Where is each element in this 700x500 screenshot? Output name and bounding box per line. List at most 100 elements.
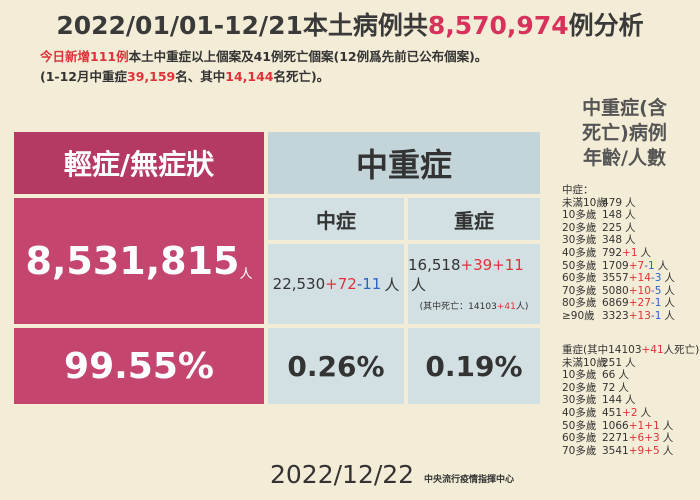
panel-title-line: 死亡)病例	[582, 122, 667, 144]
age-row: 80多歲 6869+27-1 人	[562, 297, 675, 310]
unit: 人	[640, 246, 652, 259]
count: 348	[602, 234, 623, 247]
unit: 人	[384, 275, 400, 294]
change: +5	[644, 444, 660, 457]
change: +1	[622, 246, 638, 259]
age-row: 70多歲 5080+10-5 人	[562, 285, 675, 298]
count: 3557	[602, 272, 629, 285]
change: +13	[628, 309, 651, 322]
count: 1709	[602, 259, 629, 272]
age: 10多歲	[562, 369, 597, 382]
age: 50多歲	[562, 259, 597, 272]
count: 16,518	[408, 256, 461, 274]
count: 148	[602, 209, 623, 222]
count: 3541	[602, 444, 629, 457]
highlight: 今日新增111例	[40, 49, 129, 64]
age-row: 未滿10歲479 人	[562, 197, 675, 210]
count: 144	[602, 394, 623, 407]
age-row: 60多歲 3557+14-3 人	[562, 272, 675, 285]
age: 20多歲	[562, 221, 597, 234]
unit: 人	[625, 196, 636, 209]
count: 66	[602, 369, 616, 382]
age: 未滿10歲	[562, 356, 607, 369]
change: +9	[628, 444, 645, 457]
age-row: 未滿10歲251 人	[562, 357, 700, 370]
change: +39	[460, 256, 493, 274]
severe-count-cell: 16,518+39+11 人 (其中死亡：14103+41人)	[406, 242, 542, 326]
moderate-list: 中症： 未滿10歲479 人 10多歲 148 人 20多歲 225 人 30多歲 348 人 40多歲…	[562, 184, 675, 323]
age: 30多歲	[562, 394, 597, 407]
severe-list: 重症(其中14103+41人死亡)：未滿10歲251人10多歲66人20多歲72…	[562, 344, 700, 457]
moderate-header: 中症	[266, 196, 406, 242]
mild-percent: 99.55%	[12, 326, 266, 406]
change: +6	[628, 432, 645, 445]
unit: 人	[239, 266, 253, 282]
age-row: 40多歲 792+1 人	[562, 247, 675, 260]
age: ≥90歲	[562, 309, 595, 322]
age: 40多歲	[562, 246, 597, 259]
age-row: 20多歲 72 人	[562, 382, 700, 395]
severe-percent: 0.19%	[406, 326, 542, 406]
title-text: 2022/01/01-12/21本土病例共	[56, 11, 428, 40]
header-text: 中症：	[562, 184, 594, 196]
header-text: 重症(其中14103	[562, 344, 642, 356]
summary-line: (1-12月中重症39,159名、其中14,144名死亡)。	[40, 66, 329, 85]
title: 2022/01/01-12/21本土病例共8,570,974例分析	[0, 6, 700, 42]
change: -5	[650, 284, 662, 297]
severe-header: 重症	[406, 196, 542, 242]
panel-title: 中重症(含 死亡)病例 年齡/人數	[552, 96, 697, 171]
title-number: 8,570,974	[427, 11, 569, 40]
change: -1	[650, 297, 662, 310]
unit: 人	[662, 419, 674, 432]
unit: 人	[625, 356, 636, 369]
note: (其中死亡：14103+41人)	[420, 299, 529, 312]
footer-date: 2022/12/22	[270, 460, 415, 489]
change: +3	[644, 432, 660, 445]
number: 14,144	[225, 69, 274, 84]
text: 名死亡)。	[273, 69, 330, 84]
count: 5080	[602, 284, 629, 297]
unit: 人	[640, 406, 652, 419]
age-row: 50多歲 1066+1+1 人	[562, 420, 700, 433]
age-row: 20多歲 225 人	[562, 222, 675, 235]
change: -1	[650, 309, 662, 322]
age-row: 40多歲 451+2 人	[562, 407, 700, 420]
change: +7	[628, 259, 645, 272]
count: 22,530	[272, 275, 326, 293]
age-row: 10多歲 66 人	[562, 369, 700, 382]
unit: 人	[662, 432, 674, 445]
age-row: 50多歲 1709+7-1 人	[562, 260, 675, 273]
unit: 人	[625, 234, 636, 247]
note-text: (其中死亡：14103	[419, 302, 497, 312]
change: +41	[496, 302, 516, 312]
summary-line: 今日新增111例本土中重症以上個案及41例死亡個案(12例爲先前已公布個案)。	[40, 46, 487, 65]
unit: 人	[657, 259, 669, 272]
change: -11	[356, 275, 382, 293]
change: +14	[628, 272, 651, 285]
number: 39,159	[127, 69, 176, 84]
age: 60多歲	[562, 432, 597, 445]
change: +27	[628, 297, 651, 310]
count: 3323	[602, 309, 629, 322]
unit: 人	[662, 444, 674, 457]
mild-header: 輕症/無症狀	[12, 130, 266, 196]
count: 479	[602, 196, 623, 209]
age: 40多歲	[562, 406, 597, 419]
age-row: 10多歲 148 人	[562, 209, 675, 222]
list-header: 中症：	[562, 184, 675, 197]
moderate-count-cell: 22,530 +72 -11 人	[266, 242, 406, 326]
header-text: +41	[641, 344, 664, 356]
count: 792	[602, 246, 623, 259]
count: 2271	[602, 432, 629, 445]
count: 451	[602, 406, 623, 419]
text: (1-12月中重症	[40, 69, 127, 84]
unit: 人	[625, 209, 636, 222]
change: +1	[644, 419, 660, 432]
footer-agency: 中央流行疫情指揮中心	[424, 475, 515, 485]
unit: 人	[625, 221, 636, 234]
unit: 人	[664, 272, 675, 285]
age: 未滿10歲	[562, 196, 607, 209]
count: 1066	[602, 419, 629, 432]
unit: 人	[411, 276, 427, 294]
